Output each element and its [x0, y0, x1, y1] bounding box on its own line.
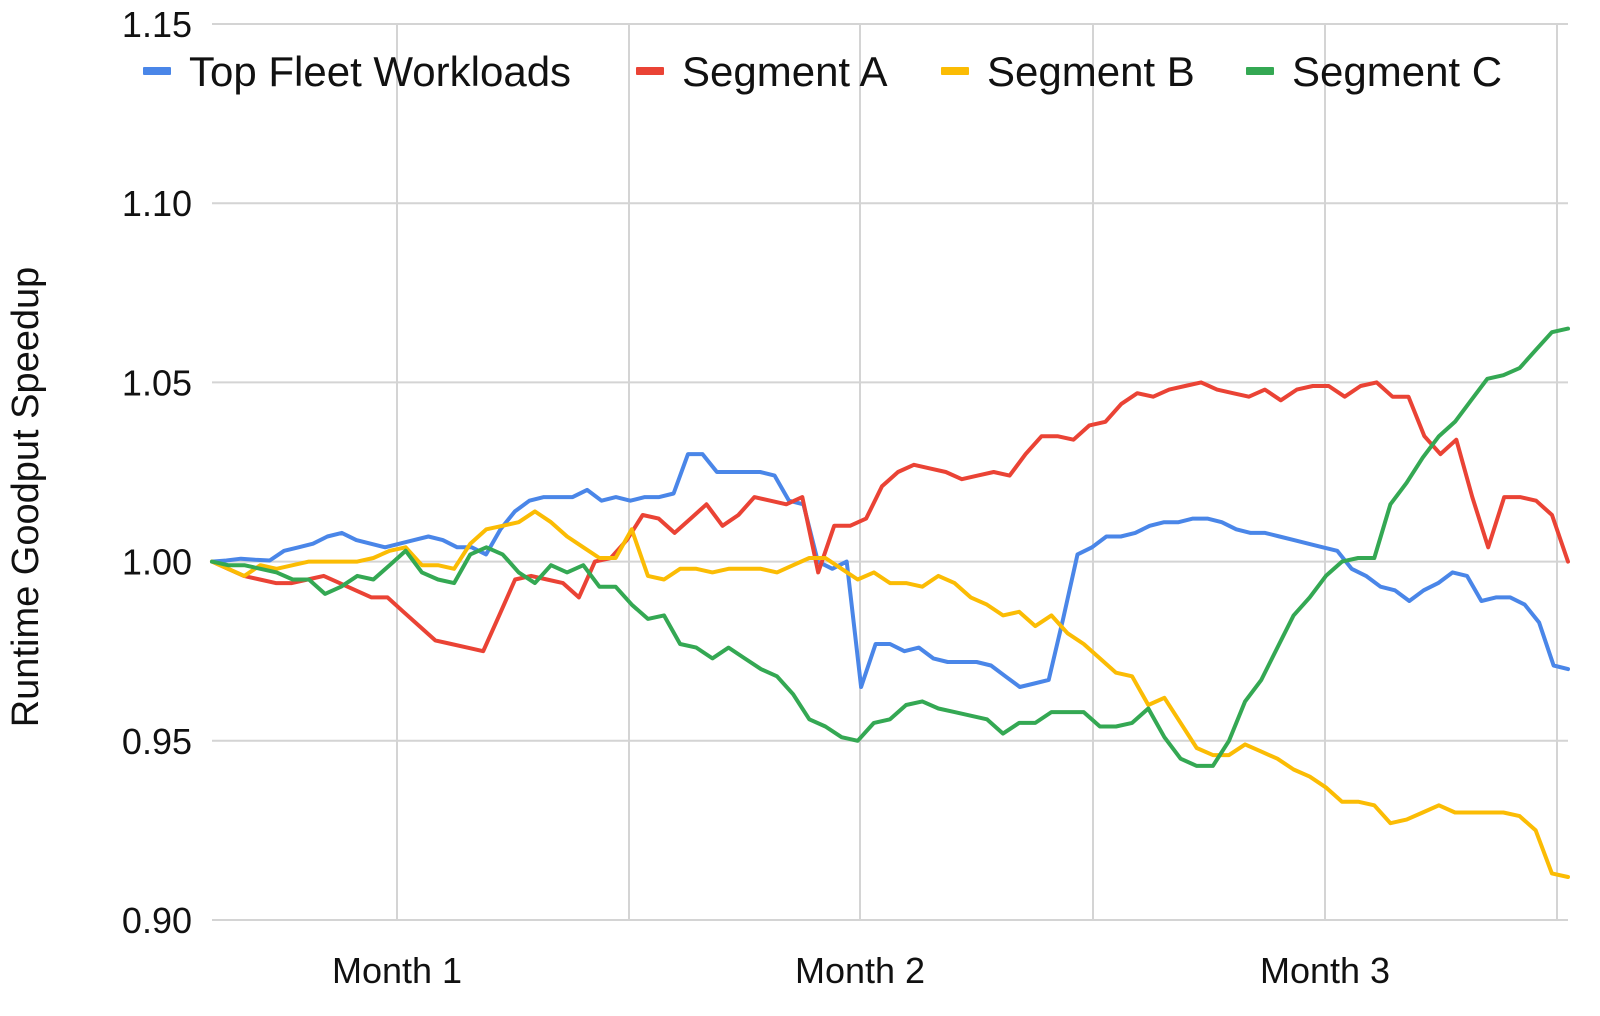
series-line-segment-c [210, 326, 1570, 768]
y-tick-label: 1.10 [122, 183, 192, 224]
y-tick-label: 1.00 [122, 542, 192, 583]
legend-label: Segment B [987, 48, 1195, 95]
legend-item-top-fleet-workloads: Top Fleet Workloads [143, 48, 571, 95]
series-line-segment-a [210, 380, 1570, 654]
x-tick-label: Month 3 [1260, 950, 1390, 991]
series-line-segment-b [210, 509, 1570, 879]
legend-swatch [941, 67, 969, 75]
legend-item-segment-c: Segment C [1246, 48, 1502, 95]
gridlines [212, 23, 1568, 921]
legend-swatch [143, 67, 171, 75]
series-lines [210, 326, 1570, 879]
x-tick-label: Month 2 [795, 950, 925, 991]
legend-item-segment-b: Segment B [941, 48, 1195, 95]
y-tick-label: 0.95 [122, 721, 192, 762]
legend-label: Segment C [1292, 48, 1502, 95]
legend-swatch [636, 67, 664, 75]
legend: Top Fleet Workloads Segment A Segment B Seg… [143, 48, 1502, 95]
x-tick-label: Month 1 [332, 950, 462, 991]
legend-label: Segment A [682, 48, 887, 95]
series-line-top-fleet-workloads [210, 452, 1570, 689]
x-axis-ticks: Month 1 Month 2 Month 3 [332, 950, 1390, 991]
y-tick-label: 1.05 [122, 362, 192, 403]
y-tick-label: 0.90 [122, 900, 192, 941]
legend-label: Top Fleet Workloads [189, 48, 571, 95]
y-tick-label: 1.15 [122, 4, 192, 45]
legend-item-segment-a: Segment A [636, 48, 887, 95]
y-axis-ticks: 0.90 0.95 1.00 1.05 1.10 1.15 [122, 4, 192, 941]
y-axis-title: Runtime Goodput Speedup [5, 267, 47, 728]
legend-swatch [1246, 67, 1274, 75]
